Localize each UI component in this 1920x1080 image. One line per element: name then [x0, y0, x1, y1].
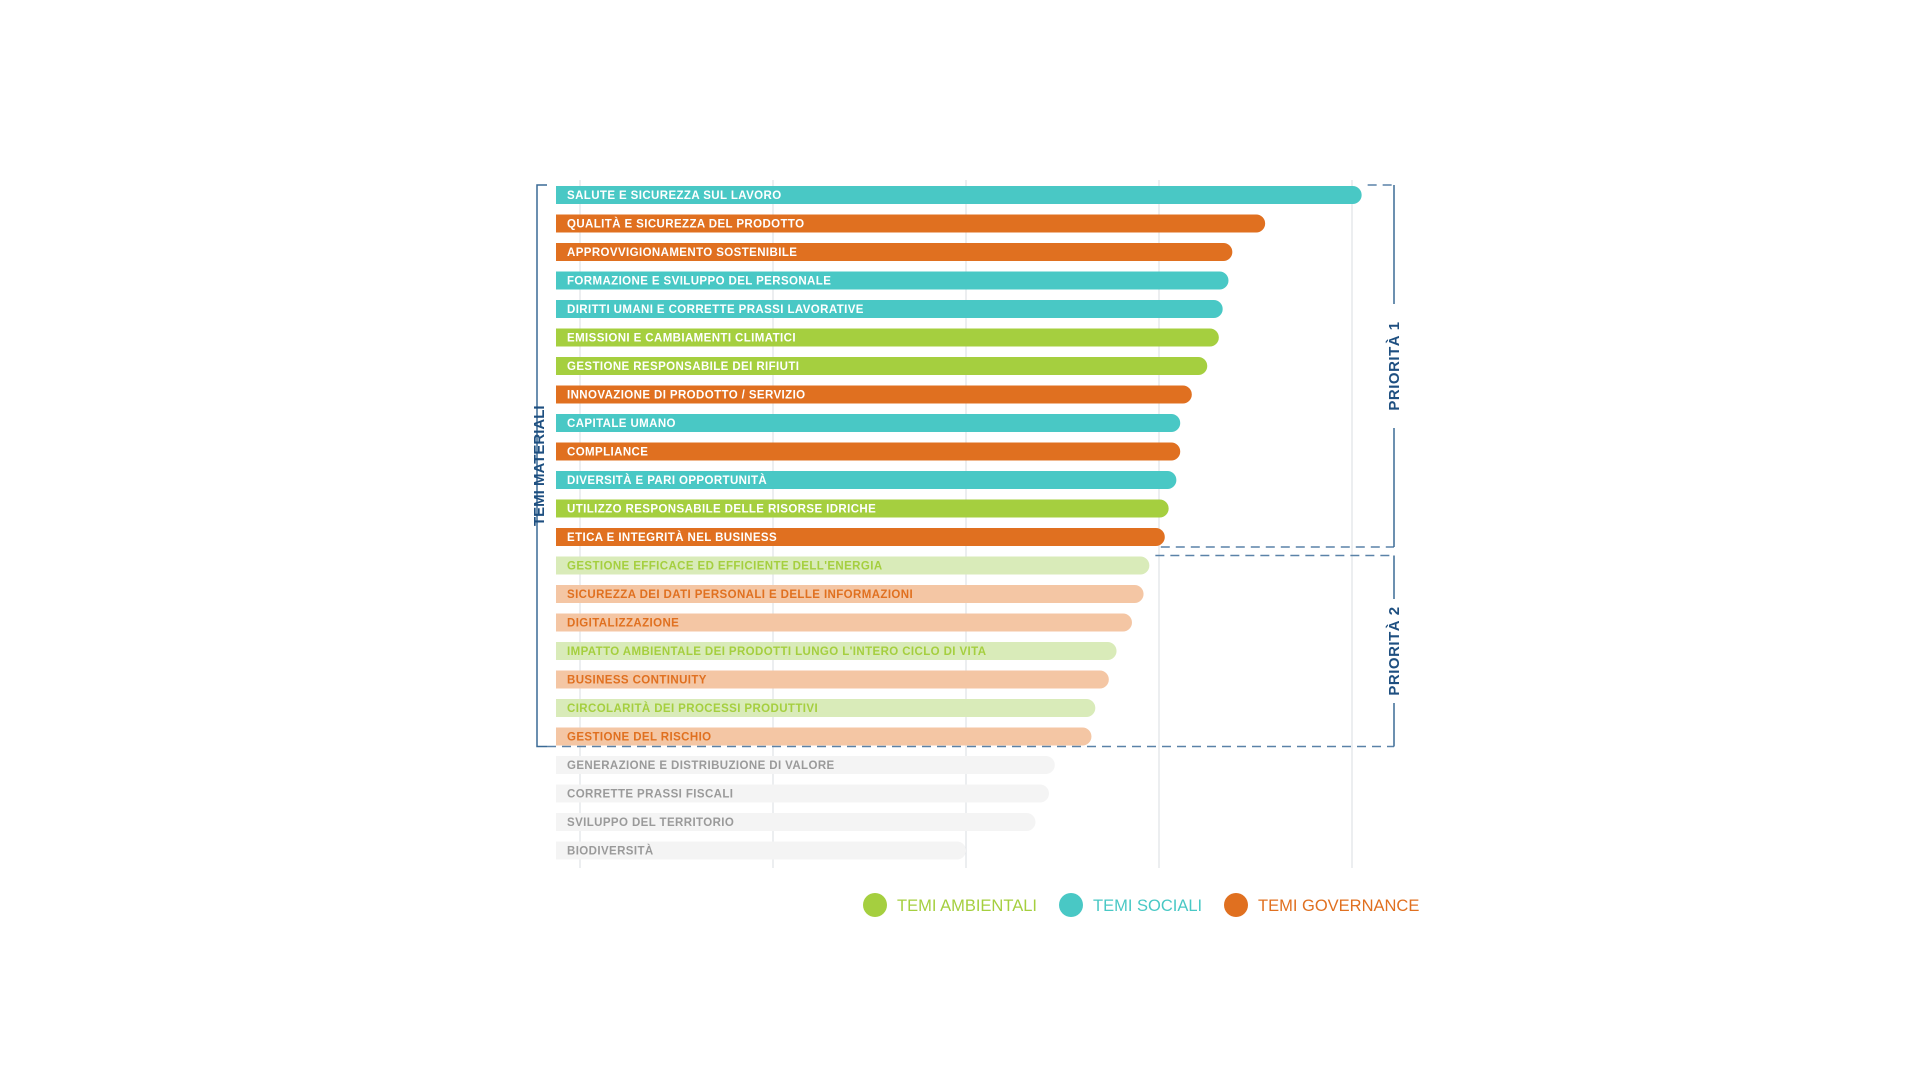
- priority-label: PRIORITÀ 2: [1386, 606, 1403, 695]
- bar-label: GESTIONE EFFICACE ED EFFICIENTE DELL'ENE…: [567, 561, 883, 573]
- bar: [556, 300, 1223, 318]
- bar-label: GESTIONE RESPONSABILE DEI RIFIUTI: [567, 361, 799, 373]
- priority-2-group: PRIORITÀ 2: [547, 554, 1403, 748]
- bar-label: UTILIZZO RESPONSABILE DELLE RISORSE IDRI…: [567, 504, 876, 516]
- bar-label: IMPATTO AMBIENTALE DEI PRODOTTI LUNGO L'…: [567, 646, 986, 658]
- brackets: PRIORITÀ 1 PRIORITÀ 2: [536, 184, 1403, 748]
- bar: [556, 670, 1109, 689]
- left-bracket: [536, 184, 547, 748]
- bar-label: COMPLIANCE: [567, 447, 648, 459]
- bar: [556, 471, 1177, 489]
- bar: [556, 385, 1192, 404]
- legend-item: TEMI SOCIALI: [1059, 893, 1202, 917]
- bar: [556, 727, 1092, 746]
- bar: [556, 414, 1181, 432]
- bars: [556, 186, 1362, 860]
- bar: [556, 813, 1036, 831]
- bar: [556, 243, 1233, 261]
- gridlines: [579, 180, 1353, 868]
- bar-label: CORRETTE PRASSI FISCALI: [567, 789, 733, 801]
- bar-label: QUALITÀ E SICUREZZA DEL PRODOTTO: [567, 218, 804, 231]
- legend-label: TEMI AMBIENTALI: [897, 897, 1037, 915]
- bar-label: GENERAZIONE E DISTRIBUZIONE DI VALORE: [567, 760, 835, 772]
- priority-1-group: PRIORITÀ 1: [1160, 184, 1403, 548]
- bar: [556, 442, 1181, 461]
- bar: [556, 642, 1117, 660]
- bar: [556, 585, 1144, 603]
- bar-label: FORMAZIONE E SVILUPPO DEL PERSONALE: [567, 276, 831, 288]
- bar-label: INNOVAZIONE DI PRODOTTO / SERVIZIO: [567, 390, 806, 402]
- bar: [556, 271, 1229, 290]
- bar: [556, 784, 1049, 803]
- bar: [556, 841, 966, 860]
- bar: [556, 214, 1266, 233]
- bar: [556, 328, 1219, 347]
- bar: [556, 499, 1169, 518]
- legend-label: TEMI SOCIALI: [1093, 897, 1202, 915]
- bar-label: APPROVVIGIONAMENTO SOSTENIBILE: [567, 247, 797, 259]
- bar: [556, 556, 1150, 575]
- bar-label: CAPITALE UMANO: [567, 418, 676, 430]
- legend-item: TEMI AMBIENTALI: [863, 893, 1037, 917]
- bar-label: ETICA E INTEGRITÀ NEL BUSINESS: [567, 531, 777, 544]
- legend-swatch: [1059, 893, 1083, 917]
- bar-label: DIGITALIZZAZIONE: [567, 618, 679, 630]
- bar-label: GESTIONE DEL RISCHIO: [567, 732, 712, 744]
- axis-label: TEMI MATERIALI: [531, 405, 548, 526]
- bar-label: DIVERSITÀ E PARI OPPORTUNITÀ: [567, 474, 767, 487]
- legend: TEMI AMBIENTALI TEMI SOCIALI TEMI GOVERNAN…: [863, 893, 1419, 917]
- bar-label: BUSINESS CONTINUITY: [567, 675, 707, 687]
- legend-swatch: [863, 893, 887, 917]
- bar-label: CIRCOLARITÀ DEI PROCESSI PRODUTTIVI: [567, 702, 818, 715]
- bar: [556, 699, 1096, 717]
- legend-label: TEMI GOVERNANCE: [1258, 897, 1419, 915]
- bar-label: BIODIVERSITÀ: [567, 845, 654, 858]
- bar: [556, 756, 1055, 774]
- bar: [556, 528, 1165, 546]
- bar-label: DIRITTI UMANI E CORRETTE PRASSI LAVORATI…: [567, 304, 864, 316]
- bar: [556, 613, 1132, 632]
- bar: [556, 357, 1208, 375]
- bar: [556, 186, 1362, 204]
- legend-item: TEMI GOVERNANCE: [1224, 893, 1419, 917]
- bar-label: EMISSIONI E CAMBIAMENTI CLIMATICI: [567, 333, 796, 345]
- bar-label: SICUREZZA DEI DATI PERSONALI E DELLE INF…: [567, 589, 913, 601]
- bar-label: SVILUPPO DEL TERRITORIO: [567, 817, 734, 829]
- priority-label: PRIORITÀ 1: [1386, 321, 1403, 410]
- bar-labels: SALUTE E SICUREZZA SUL LAVORO QUALITÀ E S…: [567, 190, 986, 858]
- legend-swatch: [1224, 893, 1248, 917]
- bar-label: SALUTE E SICUREZZA SUL LAVORO: [567, 190, 782, 202]
